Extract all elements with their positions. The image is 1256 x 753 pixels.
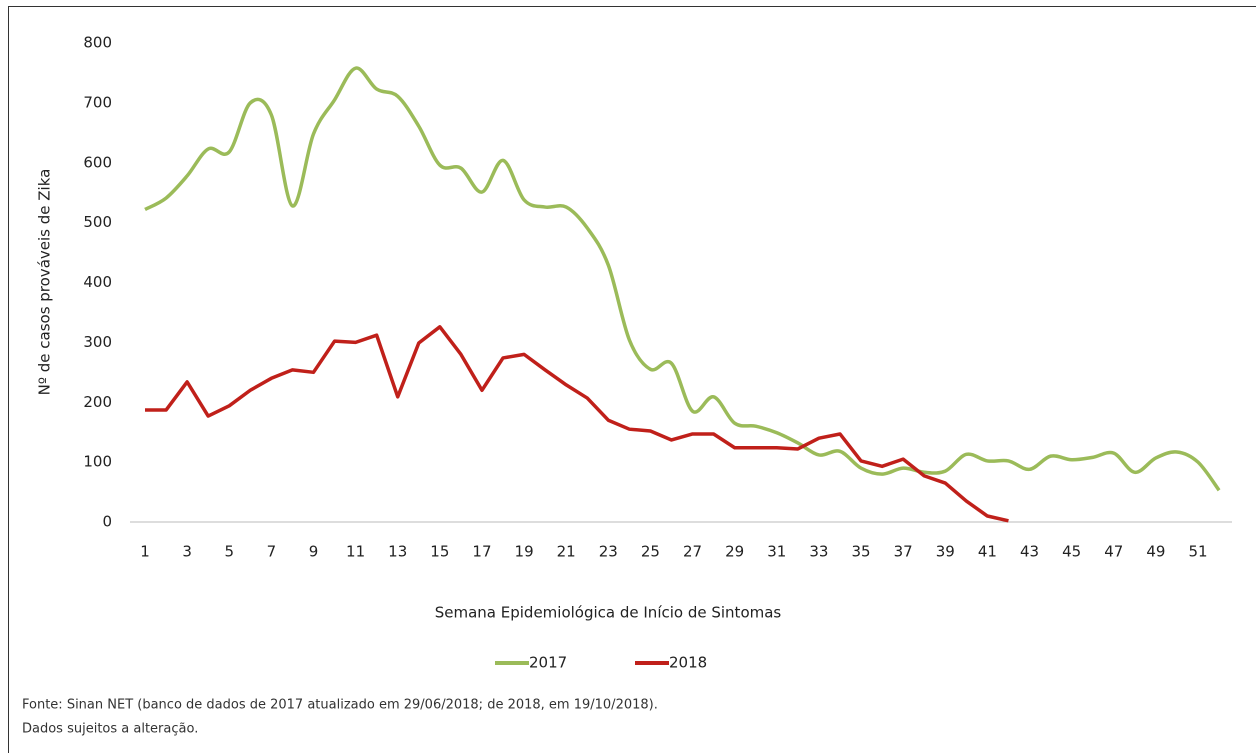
frame (8, 6, 1256, 753)
series-line (145, 325, 1009, 523)
x-tick-label: 3 (182, 543, 192, 561)
y-tick-label: 400 (83, 273, 112, 291)
x-tick-label: 19 (515, 543, 534, 561)
y-tick-label: 600 (83, 153, 112, 171)
y-tick-label: 200 (83, 393, 112, 411)
legend-label: 2018 (669, 654, 707, 672)
x-tick-label: 33 (809, 543, 828, 561)
x-tick-label: 49 (1146, 543, 1165, 561)
y-tick-label: 700 (83, 93, 112, 111)
x-tick-label: 17 (472, 543, 491, 561)
footnote: Dados sujeitos a alteração. (22, 722, 198, 737)
x-tick-label: 41 (978, 543, 997, 561)
x-tick-label: 7 (267, 543, 277, 561)
x-tick-label: 5 (224, 543, 234, 561)
y-tick-label: 0 (102, 513, 112, 531)
series-line (144, 66, 1221, 492)
x-tick-label: 13 (388, 543, 407, 561)
x-tick-label: 35 (851, 543, 870, 561)
x-tick-label: 25 (641, 543, 660, 561)
y-axis-title: Nº de casos prováveis de Zika (36, 169, 54, 396)
footnote: Fonte: Sinan NET (banco de dados de 2017… (22, 698, 658, 713)
y-tick-label: 100 (83, 453, 112, 471)
x-tick-label: 37 (894, 543, 913, 561)
x-tick-label: 39 (936, 543, 955, 561)
x-tick-label: 51 (1188, 543, 1207, 561)
x-tick-label: 31 (767, 543, 786, 561)
x-tick-label: 9 (309, 543, 319, 561)
y-tick-label: 800 (83, 34, 112, 52)
legend-label: 2017 (529, 654, 567, 672)
x-tick-label: 47 (1104, 543, 1123, 561)
x-tick-label: 27 (683, 543, 702, 561)
y-tick-label: 300 (83, 333, 112, 351)
x-tick-label: 21 (557, 543, 576, 561)
x-tick-label: 43 (1020, 543, 1039, 561)
x-tick-label: 11 (346, 543, 365, 561)
x-axis-title: Semana Epidemiológica de Início de Sinto… (435, 604, 782, 622)
x-tick-label: 45 (1062, 543, 1081, 561)
x-tick-label: 23 (599, 543, 618, 561)
y-tick-label: 500 (83, 213, 112, 231)
x-tick-label: 15 (430, 543, 449, 561)
x-tick-label: 29 (725, 543, 744, 561)
x-tick-label: 1 (140, 543, 150, 561)
